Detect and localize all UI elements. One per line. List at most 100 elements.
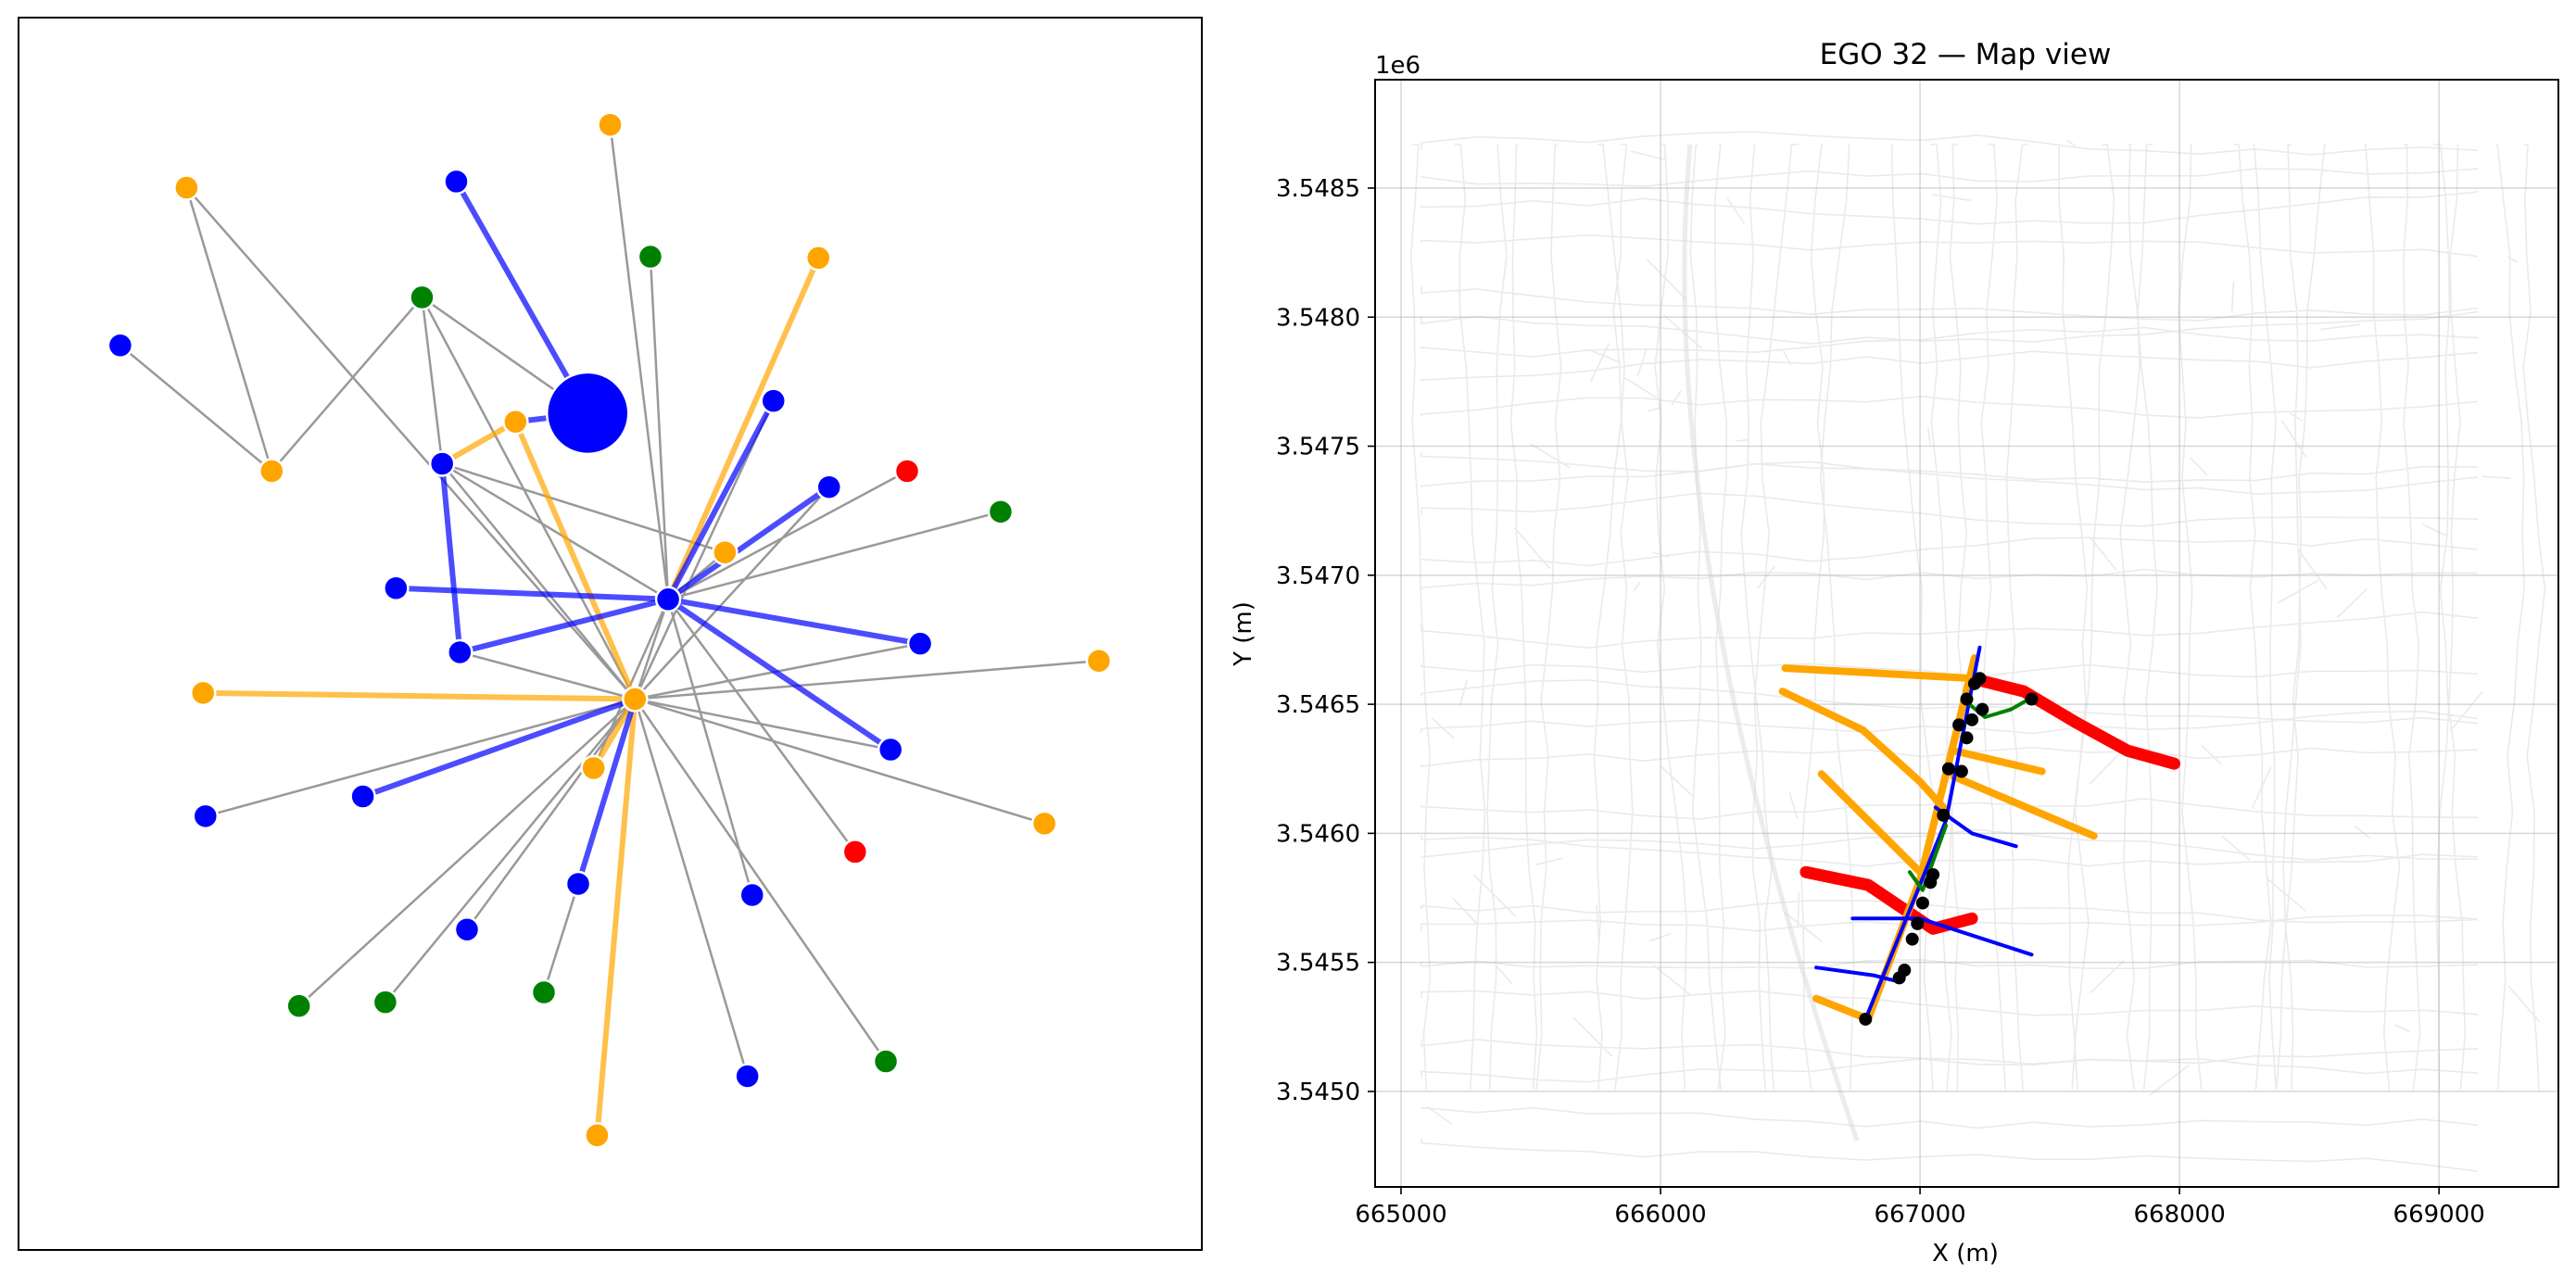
network-node-blue xyxy=(192,802,220,830)
network-edge-gray xyxy=(465,698,637,931)
network-edge-blue xyxy=(665,397,777,602)
network-edge-gray xyxy=(459,650,637,700)
y-tick-label: 3.5475 xyxy=(1276,434,1360,461)
network-node-red xyxy=(841,839,869,865)
network-edge-gray xyxy=(297,698,637,1007)
y-tick-label: 3.5485 xyxy=(1276,175,1360,203)
network-edge-gray xyxy=(666,470,909,601)
network-node-blue xyxy=(447,638,474,666)
network-edge-gray xyxy=(634,698,749,1078)
network-node-blue xyxy=(383,574,410,602)
network-node-green xyxy=(872,1048,900,1075)
network-edge-gray xyxy=(384,698,637,1003)
network-edge-gray xyxy=(634,660,1101,700)
network-edge-gray xyxy=(649,255,670,601)
map-stop xyxy=(1965,713,1979,726)
network-nodes xyxy=(107,111,1113,1149)
map-stop xyxy=(1952,718,1966,732)
network-node-green xyxy=(530,978,558,1006)
network-node-blue xyxy=(877,736,904,763)
network-edge-gray xyxy=(421,296,637,700)
network-node-orange xyxy=(1030,810,1058,838)
network-edge-blue xyxy=(439,461,463,655)
map-y-ticks: 3.5450 3.5455 3.5460 3.5465 3.5470 3.5475 3.54… xyxy=(1276,175,1375,1106)
network-node-blue xyxy=(760,387,787,414)
map-grid xyxy=(1375,80,2558,1187)
map-stop xyxy=(1859,1012,1873,1026)
x-tick-label: 665000 xyxy=(1355,1201,1446,1229)
route-orange xyxy=(1781,664,1978,683)
network-edge-gray xyxy=(185,186,273,473)
network-node-blue xyxy=(453,915,481,943)
network-edge-gray xyxy=(440,462,670,601)
network-node-green xyxy=(637,243,664,271)
map-x-ticks: 665000 666000 667000 668000 669000 xyxy=(1355,1187,2485,1229)
route-blue xyxy=(1814,965,1897,983)
network-edge-orange xyxy=(439,419,519,467)
network-node-blue xyxy=(545,371,630,456)
network-edge-gray xyxy=(634,486,830,700)
network-node-orange xyxy=(173,174,200,201)
network-node-orange xyxy=(1085,648,1113,675)
network-node-orange xyxy=(580,754,607,782)
network-edge-gray xyxy=(634,698,888,1063)
network-edge-gray xyxy=(440,462,726,554)
network-node-orange xyxy=(597,111,624,138)
map-stop xyxy=(1898,964,1912,978)
map-stop xyxy=(1954,764,1968,778)
y-axis-label: Y (m) xyxy=(1230,601,1257,667)
map-stop xyxy=(2025,692,2039,706)
y-tick-label: 3.5455 xyxy=(1276,950,1360,978)
network-edge-blue xyxy=(453,178,591,416)
network-edge-orange xyxy=(665,255,822,602)
map-stop xyxy=(1905,932,1919,946)
route-orange xyxy=(1950,773,2098,840)
x-tick-label: 667000 xyxy=(1874,1201,1965,1229)
network-edge-gray xyxy=(634,399,775,700)
y-tick-label: 3.5470 xyxy=(1276,562,1360,590)
network-node-blue xyxy=(734,1063,761,1090)
route-orange xyxy=(1778,688,1948,812)
network-node-green xyxy=(372,989,399,1016)
x-tick-label: 668000 xyxy=(2134,1201,2226,1229)
route-orange xyxy=(1817,770,1925,877)
route-green xyxy=(1907,824,1949,892)
network-edge-gray xyxy=(609,123,670,601)
map-panel: EGO 32 — Map view 665000 666000 667000 6680… xyxy=(1230,38,2559,1268)
map-streets xyxy=(1409,131,2546,1172)
y-tick-label: 3.5465 xyxy=(1276,691,1360,719)
network-edge-blue xyxy=(360,696,638,800)
route-red xyxy=(1799,865,1978,935)
network-node-blue xyxy=(443,168,470,196)
network-edge-orange xyxy=(512,419,638,702)
network-edge-gray xyxy=(666,598,857,853)
street-main-road xyxy=(1682,144,1860,1142)
network-node-blue xyxy=(654,586,682,613)
network-node-blue xyxy=(906,630,934,657)
route-orange xyxy=(1812,994,1873,1023)
network-node-blue xyxy=(564,870,592,898)
network-edge-orange xyxy=(594,696,638,1139)
map-stop xyxy=(1973,672,1987,686)
network-edges xyxy=(119,123,1101,1139)
network-edge-blue xyxy=(457,596,672,655)
network-node-blue xyxy=(107,332,134,360)
network-edge-gray xyxy=(634,698,892,751)
network-edge-gray xyxy=(440,462,637,700)
network-node-orange xyxy=(584,1122,611,1149)
network-node-orange xyxy=(805,245,832,271)
network-node-green xyxy=(285,992,312,1019)
network-node-blue xyxy=(815,473,842,500)
network-edge-gray xyxy=(666,511,1003,601)
route-red xyxy=(1965,672,2180,770)
route-orange xyxy=(1950,747,2046,776)
y-tick-label: 3.5460 xyxy=(1276,820,1360,848)
network-node-blue xyxy=(739,881,765,909)
network-edge-gray xyxy=(542,882,580,994)
network-frame xyxy=(18,17,1203,1251)
network-node-green xyxy=(409,284,436,311)
network-edge-blue xyxy=(665,596,894,753)
network-edge-gray xyxy=(271,296,423,473)
y-offset-label: 1e6 xyxy=(1375,52,1421,80)
network-node-red xyxy=(893,458,921,485)
